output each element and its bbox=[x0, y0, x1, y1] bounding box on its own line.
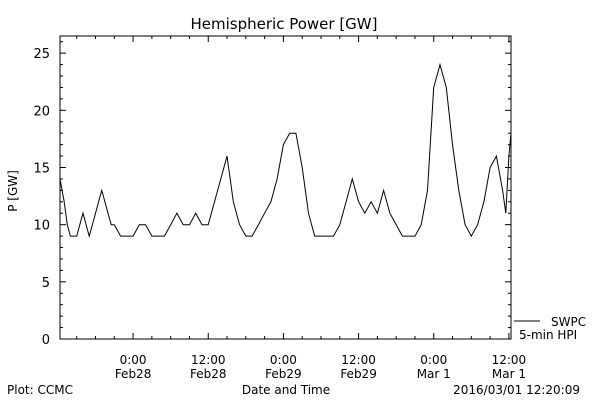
x-tick-label-time: 0:00 bbox=[270, 353, 297, 367]
plot-timestamp: 2016/03/01 12:20:09 bbox=[453, 383, 580, 397]
x-tick-label-date: Feb29 bbox=[265, 367, 302, 381]
x-axis-label: Date and Time bbox=[242, 383, 330, 397]
y-axis: 0 5 10 15 20 25 bbox=[33, 41, 511, 348]
y-tick-label: 0 bbox=[42, 333, 50, 348]
y-tick-label: 25 bbox=[33, 47, 50, 62]
series-line-swpc bbox=[59, 62, 512, 238]
x-tick-label-time: 12:00 bbox=[341, 353, 376, 367]
legend-sublabel: 5-min HPI bbox=[519, 328, 577, 342]
plot-frame bbox=[59, 35, 512, 340]
x-tick-label-time: 12:00 bbox=[191, 353, 226, 367]
x-tick-label-time: 0:00 bbox=[420, 353, 447, 367]
y-axis-label: P [GW] bbox=[6, 170, 20, 212]
plot-credit: Plot: CCMC bbox=[7, 383, 73, 397]
legend-label-swpc: SWPC bbox=[551, 315, 586, 329]
chart-title: Hemispheric Power [GW] bbox=[191, 15, 378, 33]
x-tick-label-date: Mar 1 bbox=[417, 367, 451, 381]
x-tick-label-date: Feb29 bbox=[340, 367, 377, 381]
x-tick-label-date: Feb28 bbox=[190, 367, 227, 381]
x-tick-label-time: 0:00 bbox=[120, 353, 147, 367]
x-axis: 0:00Feb2812:00Feb280:00Feb2912:00Feb290:… bbox=[76, 36, 527, 381]
y-tick-label: 20 bbox=[33, 104, 50, 119]
x-tick-label-time: 12:00 bbox=[492, 353, 527, 367]
y-tick-label: 5 bbox=[42, 276, 50, 291]
x-tick-label-date: Mar 1 bbox=[492, 367, 526, 381]
y-tick-label: 15 bbox=[33, 161, 50, 176]
y-tick-label: 10 bbox=[33, 219, 50, 234]
x-tick-label-date: Feb28 bbox=[115, 367, 152, 381]
